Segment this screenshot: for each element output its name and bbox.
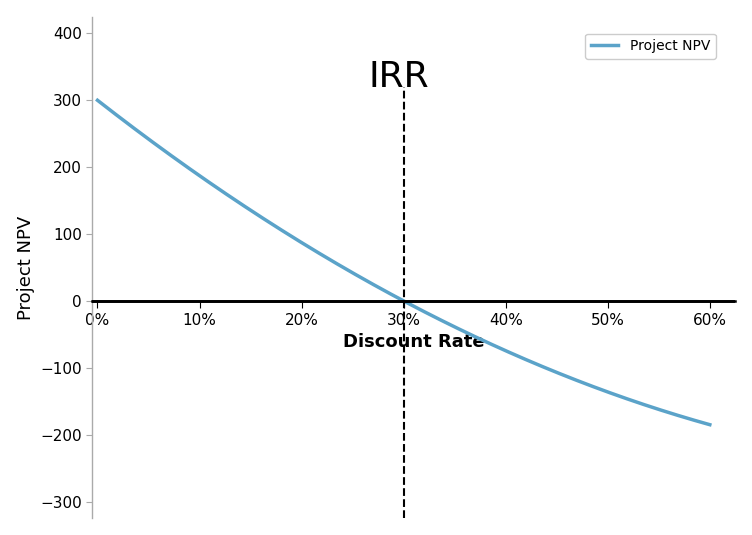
Project NPV <box>335 262 344 269</box>
Project NPV <box>535 362 544 369</box>
Project NPV <box>705 422 714 428</box>
X-axis label: Discount Rate: Discount Rate <box>343 333 485 351</box>
Legend: Project NPV: Project NPV <box>585 34 716 59</box>
Project NPV <box>293 236 302 243</box>
Y-axis label: Project NPV: Project NPV <box>17 216 35 319</box>
Text: IRR: IRR <box>368 59 429 94</box>
Project NPV <box>538 363 547 370</box>
Project NPV <box>478 337 487 343</box>
Project NPV <box>167 152 176 159</box>
Project NPV <box>93 97 102 103</box>
Line: Project NPV: Project NPV <box>98 100 710 425</box>
